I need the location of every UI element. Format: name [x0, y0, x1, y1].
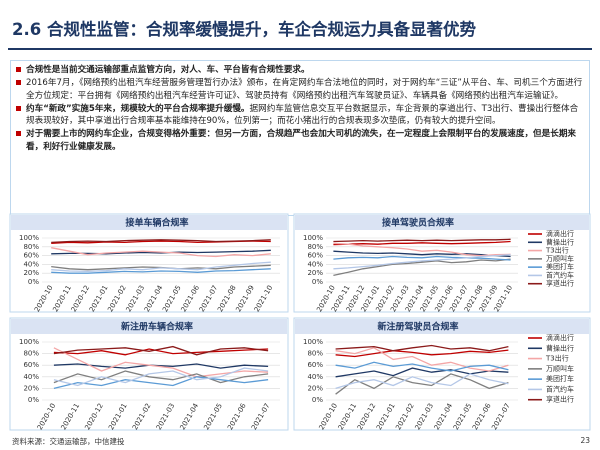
- y-tick-label: 80%: [307, 350, 323, 358]
- line-series: [333, 258, 511, 277]
- line-series: [335, 349, 509, 358]
- y-tick-label: 40%: [23, 260, 39, 268]
- bullet-strong: 对于需要上市的网约车企业，合规变得格外重要：但另一方面，合规趋严也会加大司机的流…: [26, 129, 577, 152]
- line-series: [53, 348, 269, 356]
- y-tick-label: 20%: [307, 384, 323, 392]
- line-series: [335, 361, 509, 372]
- y-tick-label: 80%: [307, 243, 323, 251]
- y-tick-label: 0%: [312, 396, 323, 404]
- legend-label: 首汽约车: [546, 270, 574, 279]
- y-tick-label: 100%: [19, 338, 39, 346]
- y-tick-label: 60%: [23, 361, 39, 369]
- bullet: 约车“新政”实施5年来，规模较大的平台合规率提升缓慢。据网约车监管信息交互平台数…: [15, 103, 585, 128]
- legend-label: T3出行: [545, 354, 569, 363]
- y-tick-label: 80%: [23, 243, 39, 251]
- legend-label: 美团打车: [546, 374, 574, 383]
- bullet-text: 据网约车监管信息交互平台数据显示，车企背景的享道出行、T3出行、曹操出行整体合规…: [26, 103, 579, 127]
- slide-title: 2.6 合规性监管：合规率缓慢提升，车企合规运力具备显著优势: [12, 20, 476, 39]
- line-series: [53, 376, 269, 390]
- y-tick-label: 100%: [19, 234, 39, 242]
- y-tick-label: 100%: [303, 338, 323, 346]
- y-tick-label: 60%: [307, 252, 323, 260]
- y-tick-label: 0%: [28, 396, 39, 404]
- bullet: 合规性是当前交通运输部重点监管方向，对人、车、平台皆有合规性要求。: [15, 64, 585, 76]
- page-number: 23: [580, 436, 590, 445]
- source-note: 资料来源：交通运输部，中信建投: [12, 437, 125, 446]
- chart-title: 接单车辆合规率: [125, 217, 188, 229]
- legend-label: 万顺叫车: [546, 364, 574, 373]
- legend-label: 享道出行: [546, 395, 574, 404]
- line-series: [335, 373, 509, 395]
- y-tick-label: 0%: [28, 278, 39, 286]
- legend-label: 万顺叫车: [546, 254, 574, 263]
- chart-frame: [9, 213, 289, 313]
- legend-label: 首汽约车: [546, 384, 574, 393]
- line-series: [51, 268, 271, 274]
- line-series: [333, 255, 511, 261]
- chart-title: 新注册车辆合规率: [121, 321, 193, 333]
- bullet-strong: 约车“新政”实施5年来，规模较大的平台合规率提升缓慢。: [26, 103, 250, 114]
- legend-label: 滴滴出行: [546, 229, 574, 238]
- line-series: [335, 367, 509, 378]
- chart-frame: [293, 317, 591, 431]
- line-series: [51, 261, 271, 273]
- line-series: [333, 240, 511, 246]
- line-series: [51, 249, 271, 255]
- line-series: [335, 344, 509, 352]
- chart-title-band: [11, 215, 287, 230]
- line-series: [53, 345, 269, 356]
- y-tick-label: 100%: [303, 234, 323, 242]
- y-tick-label: 40%: [23, 373, 39, 381]
- legend-label: 曹操出行: [546, 343, 574, 352]
- bullet-list: 合规性是当前交通运输部重点监管方向，对人、车、平台皆有合规性要求。 2016年7月…: [10, 60, 590, 216]
- line-series: [333, 242, 511, 257]
- legend-label: 享道出行: [546, 279, 574, 288]
- chart-title-band: [295, 319, 589, 334]
- chart-title-band: [11, 319, 287, 334]
- y-tick-label: 20%: [23, 269, 39, 277]
- chart-title: 新注册驾驶员合规率: [377, 321, 458, 333]
- y-tick-label: 40%: [307, 260, 323, 268]
- title-rule: [8, 48, 592, 50]
- legend-label: 滴滴出行: [546, 333, 574, 342]
- chart-title: 接单驾驶员合规率: [382, 217, 454, 229]
- y-tick-label: 60%: [23, 252, 39, 260]
- line-series: [333, 250, 511, 258]
- legend-label: 曹操出行: [546, 237, 574, 246]
- legend-label: T3出行: [545, 246, 569, 255]
- y-tick-label: 60%: [307, 361, 323, 369]
- line-series: [333, 238, 511, 243]
- chart-title-band: [295, 215, 589, 230]
- y-tick-label: 20%: [307, 269, 323, 277]
- line-series: [53, 370, 269, 384]
- line-series: [51, 247, 271, 258]
- y-tick-label: 40%: [307, 373, 323, 381]
- bullet: 2016年7月，《网络预约出租汽车经营服务管理暂行办法》颁布，在肯定网约车合法地…: [15, 77, 585, 102]
- chart-frame: [293, 213, 591, 313]
- bullet-strong: 合规性是当前交通运输部重点监管方向，对人、车、平台皆有合规性要求。: [26, 65, 310, 75]
- bullet-text: 2016年7月，《网络预约出租汽车经营服务管理暂行办法》颁布，在肯定网约车合法地…: [26, 78, 583, 101]
- bullet: 对于需要上市的网约车企业，合规变得格外重要：但另一方面，合规趋严也会加大司机的流…: [15, 128, 585, 153]
- legend-label: 美团打车: [546, 262, 574, 271]
- line-series: [333, 254, 511, 270]
- y-tick-label: 80%: [23, 350, 39, 358]
- line-series: [335, 347, 509, 372]
- line-series: [51, 239, 271, 244]
- y-tick-label: 20%: [23, 384, 39, 392]
- y-tick-label: 0%: [312, 278, 323, 286]
- line-series: [53, 367, 269, 387]
- line-series: [335, 373, 509, 390]
